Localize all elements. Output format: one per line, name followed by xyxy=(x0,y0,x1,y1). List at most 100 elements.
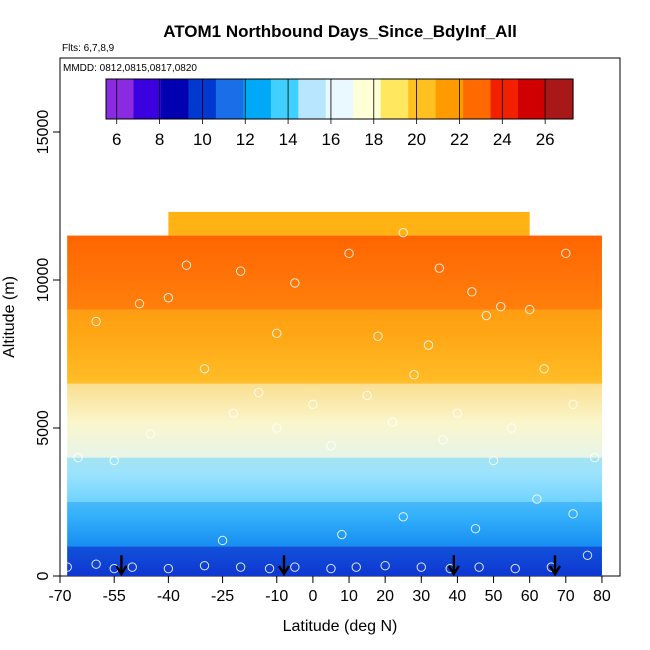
y-tick-label: 5000 xyxy=(35,410,52,446)
sample-point xyxy=(582,550,593,560)
x-axis: -70 -55 -40 -25 -10 0 10 20 30 40 50 60 70 80 xyxy=(48,576,611,605)
sample-point xyxy=(308,399,318,410)
sample-point xyxy=(91,316,101,327)
sample-point xyxy=(398,512,408,522)
heatmap-field xyxy=(67,211,602,576)
x-tick-label: 70 xyxy=(557,588,575,605)
sample-point xyxy=(409,370,419,380)
colorbar-segment xyxy=(353,79,382,119)
sample-point xyxy=(470,523,481,534)
sample-point xyxy=(568,509,578,519)
sample-point xyxy=(199,364,210,374)
colorbar-tick-label: 12 xyxy=(236,130,255,149)
x-tick-label: -70 xyxy=(48,588,71,605)
sample-point xyxy=(362,390,372,401)
sample-point xyxy=(438,435,448,445)
sample-point xyxy=(91,559,101,569)
sample-point xyxy=(351,562,361,572)
x-tick-label: 60 xyxy=(521,588,539,605)
sample-point xyxy=(62,562,72,572)
colorbar-segment xyxy=(490,79,519,119)
sample-point xyxy=(380,560,390,571)
colorbar: 6 8 10 12 14 16 18 20 22 24 26 xyxy=(105,78,574,149)
colorbar-tick-label: 18 xyxy=(364,130,383,149)
sample-point xyxy=(510,563,520,574)
sample-point xyxy=(326,563,336,574)
sample-point xyxy=(326,441,336,451)
colorbar-tick-label: 8 xyxy=(155,130,164,149)
x-tick-label: 0 xyxy=(308,588,317,605)
heatmap-blend xyxy=(67,235,602,576)
dates-label: MMDD: 0812,0815,0817,0820 xyxy=(63,63,197,74)
flights-label: Flts: 6,7,8,9 xyxy=(62,43,115,54)
sample-point xyxy=(373,331,383,341)
x-tick-label: 10 xyxy=(340,588,358,605)
colorbar-segment xyxy=(133,79,162,119)
y-tick-label: 15000 xyxy=(35,110,52,155)
x-tick-label: 50 xyxy=(485,588,503,605)
sample-point xyxy=(568,399,578,410)
sample-point xyxy=(163,563,174,574)
flight-arrows xyxy=(115,555,561,577)
sample-point xyxy=(217,535,228,546)
sample-point xyxy=(228,408,239,418)
x-tick-label: 30 xyxy=(412,588,430,605)
y-tick-label: 10000 xyxy=(35,258,52,303)
sample-point xyxy=(387,417,398,427)
colorbar-tick-label: 16 xyxy=(321,130,340,149)
colorbar-tick-label: 26 xyxy=(536,130,555,149)
sample-point xyxy=(264,563,275,574)
sample-point xyxy=(109,455,119,466)
sample-point xyxy=(539,364,549,374)
sample-points xyxy=(62,227,600,574)
flight-arrow xyxy=(277,555,291,577)
colorbar-segment xyxy=(270,79,299,119)
x-tick-label: -25 xyxy=(211,588,234,605)
y-tick-label: 0 xyxy=(35,571,52,580)
sample-point xyxy=(481,310,492,321)
x-tick-label: 40 xyxy=(449,588,467,605)
sample-point xyxy=(163,293,174,303)
sample-point xyxy=(423,340,434,350)
flight-arrow xyxy=(115,555,128,577)
sample-point xyxy=(290,562,300,572)
colorbar-segment xyxy=(408,79,437,119)
colorbar-segment xyxy=(463,79,492,119)
sample-point xyxy=(272,423,282,433)
sample-point xyxy=(134,298,145,309)
sample-point xyxy=(532,494,542,504)
sample-point xyxy=(488,455,499,466)
colorbar-segment xyxy=(243,79,272,119)
colorbar-segment xyxy=(380,79,409,119)
sample-point xyxy=(452,408,463,418)
colorbar-tick-label: 10 xyxy=(193,130,212,149)
sample-point xyxy=(272,328,282,338)
sample-point xyxy=(398,227,408,238)
colorbar-segment xyxy=(518,79,547,119)
sample-point xyxy=(506,423,517,433)
colorbar-tick-label: 22 xyxy=(450,130,469,149)
flight-arrow xyxy=(447,555,460,577)
colorbar-tick-label: 6 xyxy=(112,130,121,149)
sample-point xyxy=(590,452,600,463)
sample-point xyxy=(344,248,354,259)
sample-point xyxy=(467,287,477,297)
sample-point xyxy=(73,452,83,463)
sample-point xyxy=(416,562,426,572)
x-tick-label: -10 xyxy=(265,588,288,605)
y-axis-label: Altitude (m) xyxy=(1,276,18,358)
y-axis: 0 5000 10000 15000 xyxy=(35,110,60,580)
colorbar-segment xyxy=(325,79,354,119)
sample-point xyxy=(254,387,264,398)
flight-arrow xyxy=(548,555,561,577)
sample-point xyxy=(337,529,347,540)
sample-point xyxy=(127,562,137,572)
colorbar-tick-label: 20 xyxy=(407,130,426,149)
sample-point xyxy=(474,562,484,572)
colorbar-tick-label: 14 xyxy=(279,130,298,149)
x-tick-label: -40 xyxy=(157,588,180,605)
x-axis-label: Latitude (deg N) xyxy=(283,618,398,635)
x-tick-label: 20 xyxy=(376,588,394,605)
chart-title: ATOM1 Northbound Days_Since_BdyInf_All xyxy=(163,22,517,41)
